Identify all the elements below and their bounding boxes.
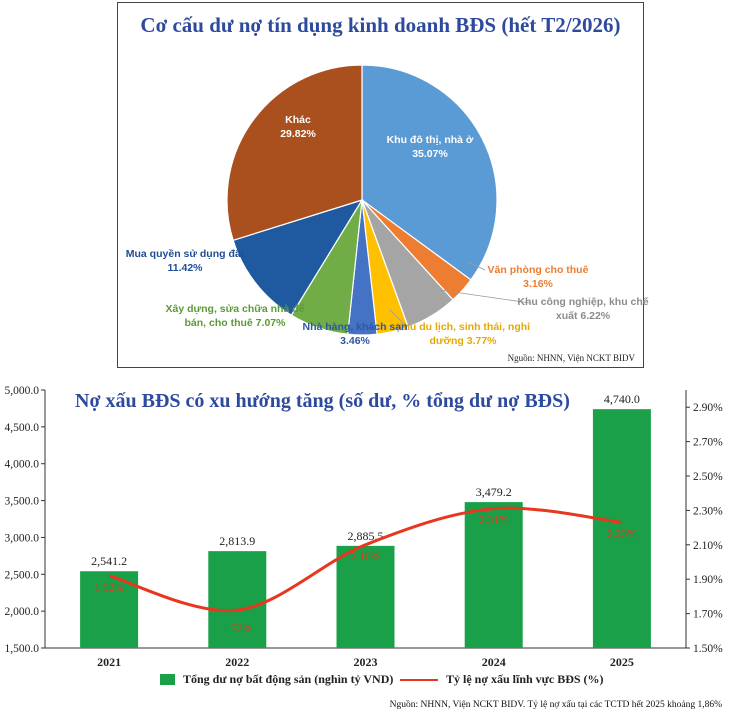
legend-bar-swatch [160,674,175,685]
pie-label-other: Khác 29.82% [280,114,316,140]
left-axis-tick-label: 3,000.0 [5,532,40,544]
bar-value-label-2024: 3,479.2 [476,485,512,499]
pie-leader-line-industrial-zone [439,289,531,304]
pie-slice-land-use-rights [232,198,364,316]
pie-label-restaurant-hotel: Nhà hàng, khách sạn 3.46% [302,321,407,347]
pie-leader-line-office-rental [467,261,486,271]
bar-2025 [592,409,651,648]
right-axis-tick-label: 2.30% [693,505,723,517]
legend-bar-label: Tổng dư nợ bất động sản (nghìn tỷ VND) [183,672,394,686]
right-axis-tick-label: 2.10% [693,540,723,552]
right-axis-tick-label: 1.70% [693,609,723,621]
pie-label-land-use-rights: Mua quyền sử dụng đất 11.42% [126,248,245,274]
right-axis-tick-label: 2.70% [693,437,723,449]
legend-bar-entry: Tổng dư nợ bất động sản (nghìn tỷ VND) [160,672,393,687]
bar-2022 [208,551,267,648]
left-axis-tick-label: 3,500.0 [5,496,40,508]
pie-leader-line-tourism-resort [389,309,406,326]
line-value-label-2025: 2.23% [607,528,637,540]
pie-label-office-rental: Văn phòng cho thuê 3.16% [488,264,589,290]
npl-ratio-line [108,506,623,613]
line-value-label-2022: 1.72% [222,623,252,635]
x-axis-tick-label-2022: 2022 [225,655,249,669]
pie-label-industrial-zone: Khu công nghiệp, khu chế xuất 6.22% [517,296,648,322]
pie-chart-source: Nguồn: NHNN, Viện NCKT BIDV [507,353,635,363]
bar-chart-source: Nguồn: NHNN, Viện NCKT BIDV. Tỷ lệ nợ xấ… [389,700,722,710]
pie-chart: Khu đô thị, nhà ở 35.07% Văn phòng cho thu… [126,64,649,347]
legend-line-entry: Tỷ lệ nợ xấu lĩnh vực BĐS (%) [400,672,604,687]
bar-2024 [464,502,523,648]
legend-line-swatch [400,678,438,681]
line-value-label-2024: 2.31% [479,515,509,527]
bar-value-label-2022: 2,813.9 [219,534,255,548]
line-value-label-2023: 2.10% [351,551,381,563]
bar-chart-title: Nợ xấu BĐS có xu hướng tăng (số dư, % tổ… [75,390,570,412]
right-axis-tick-label: 1.50% [693,643,723,655]
right-axis-tick-label: 2.90% [693,402,723,414]
left-axis-tick-label: 4,000.0 [5,459,40,471]
right-axis-tick-label: 2.50% [693,471,723,483]
pie-slice-other [226,64,363,242]
x-axis-tick-label-2021: 2021 [97,655,121,669]
left-axis-tick-label: 4,500.0 [5,422,40,434]
right-axis-tick-label: 1.90% [693,574,723,586]
line-value-label-2021: 1.92% [94,582,124,594]
bar-2023 [336,545,395,648]
left-axis-tick-label: 1,500.0 [5,643,40,655]
bar-value-label-2023: 2,885.5 [348,529,384,543]
pie-label-urban-housing: Khu đô thị, nhà ở 35.07% [387,134,474,160]
bar-value-label-2025: 4,740.0 [604,392,640,406]
x-axis-tick-label-2024: 2024 [482,655,506,669]
pie-label-tourism-resort: Khu du lịch, sinh thái, nghỉ dưỡng 3.77% [396,321,530,347]
legend-line-label: Tỷ lệ nợ xấu lĩnh vực BĐS (%) [446,672,604,686]
pie-slice-urban-housing [361,64,498,281]
x-axis-tick-label-2025: 2025 [610,655,634,669]
left-axis-tick-label: 2,000.0 [5,606,40,618]
left-axis-tick-label: 5,000.0 [5,385,40,397]
pie-chart-title: Cơ cấu dư nợ tín dụng kinh doanh BĐS (hế… [140,13,621,37]
left-axis-tick-label: 2,500.0 [5,569,40,581]
bar-value-label-2021: 2,541.2 [91,554,127,568]
pie-label-construction-repair: Xây dựng, sửa chữa nhà để bán, cho thuê 7… [166,303,305,329]
x-axis-tick-label-2023: 2023 [354,655,378,669]
